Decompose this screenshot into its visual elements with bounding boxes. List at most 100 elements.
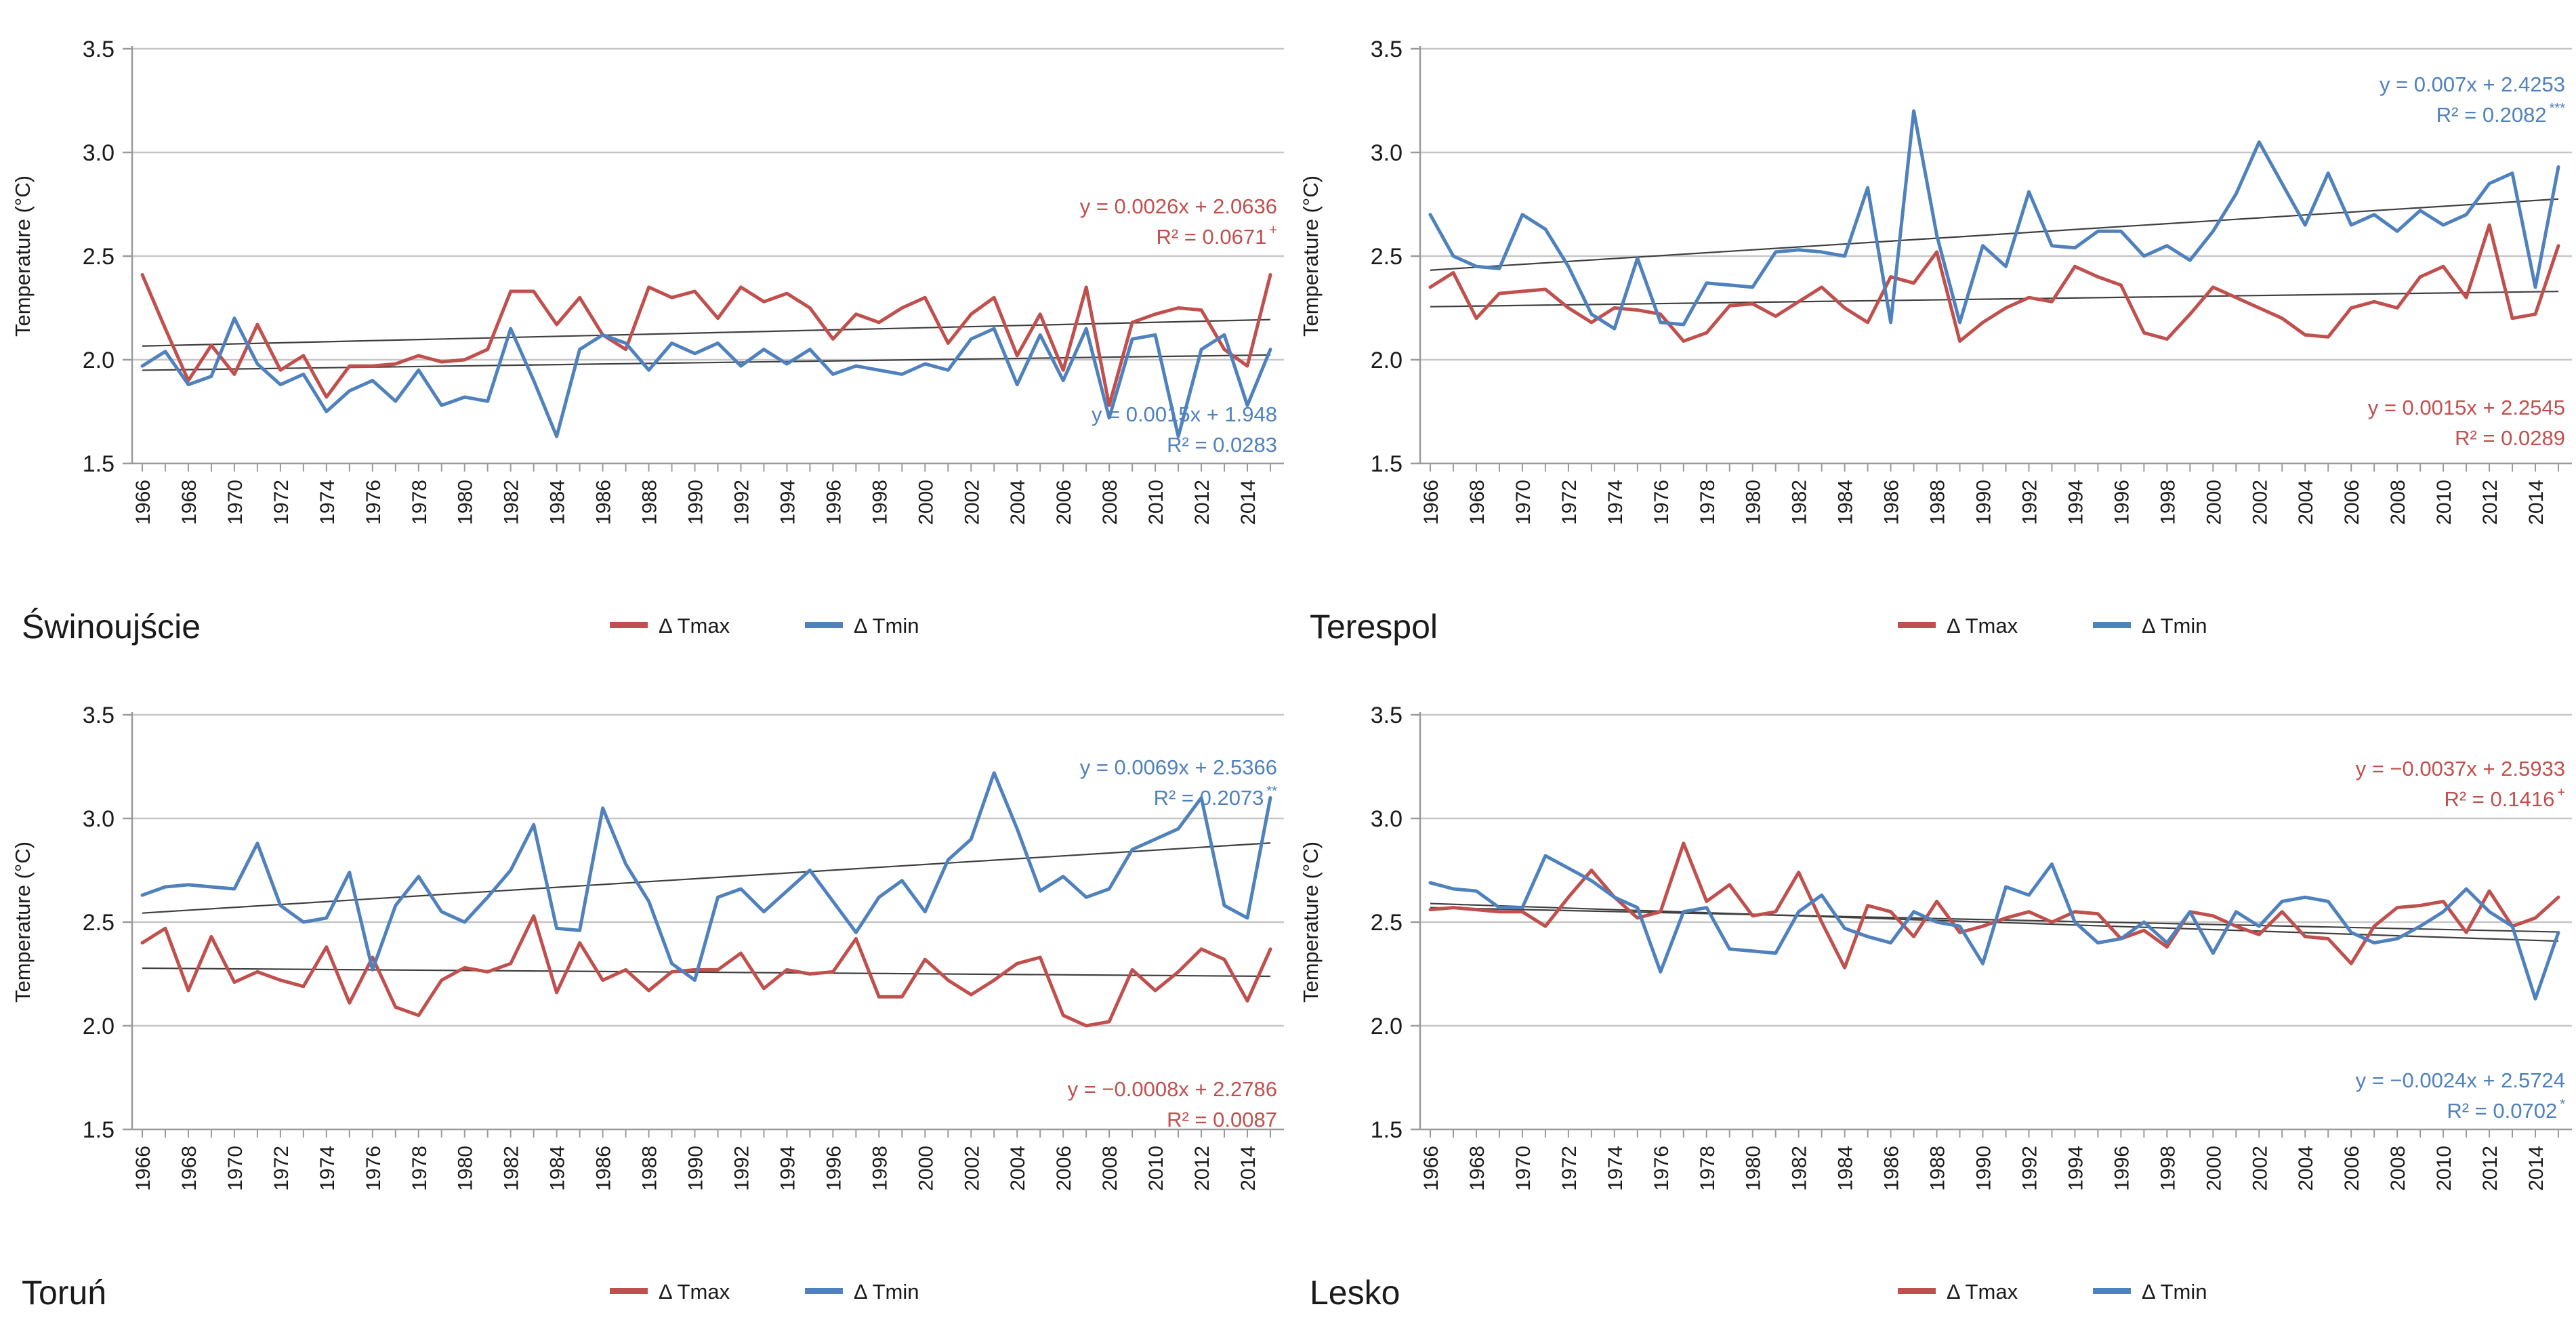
regression-r2: R² = 0.0087	[1167, 1108, 1277, 1131]
regression-equation: y = 0.0069x + 2.5366	[1080, 755, 1277, 779]
x-tick-label: 2012	[1191, 480, 1213, 525]
regression-r2: R² = 0.0671 +	[1156, 223, 1277, 249]
x-tick-label: 1976	[362, 480, 385, 525]
x-tick-label: 1996	[823, 480, 845, 525]
x-tick-label: 1992	[2018, 1146, 2041, 1191]
y-tick-label: 3.0	[1371, 140, 1403, 166]
tmin-series-line	[140, 771, 1272, 982]
x-tick-label: 1998	[2157, 480, 2179, 525]
x-tick-label: 2010	[2433, 1146, 2455, 1191]
regression-equation: y = 0.0015x + 2.2545	[2368, 396, 2565, 419]
tmax-legend-label: Δ Tmax	[1947, 1280, 2018, 1304]
regression-equation: y = −0.0024x + 2.5724	[2356, 1068, 2565, 1092]
tmin-legend-swatch	[805, 622, 843, 628]
legend: Δ Tmax Δ Tmin	[610, 1280, 919, 1304]
chart-svg: 3.5 3.0 2.5 2.0 1.5 1966 1968 1970 1972 1974 1976 1…	[11, 37, 1284, 646]
x-tick-label: 2006	[2341, 1146, 2363, 1191]
x-tick-label: 2004	[2295, 480, 2317, 525]
x-tick-label: 1980	[1743, 480, 1765, 525]
x-tick-label: 1970	[224, 1146, 247, 1191]
tmin-series-line	[140, 316, 1272, 438]
tmin-regression-annotation: y = 0.0069x + 2.5366 R² = 0.2073 **	[1080, 755, 1278, 810]
tmin-legend-label: Δ Tmin	[854, 614, 919, 638]
x-tick-label: 1990	[685, 480, 707, 525]
y-axis-title: Temperature (°C)	[11, 841, 35, 1003]
tmin-trend-line	[142, 842, 1271, 914]
x-tick-label: 1998	[869, 480, 891, 525]
x-tick-label: 1984	[547, 1146, 569, 1191]
x-tick-label: 1988	[639, 480, 661, 525]
x-tick-label: 1972	[270, 1146, 293, 1191]
tmin-legend-label: Δ Tmin	[2142, 614, 2207, 638]
x-tick-label: 2014	[1237, 480, 1260, 525]
tmax-legend-label: Δ Tmax	[659, 1280, 730, 1304]
regression-equation: y = −0.0008x + 2.2786	[1068, 1077, 1277, 1101]
x-tick-label: 2012	[2479, 1146, 2501, 1191]
x-tick-label: 2008	[1099, 480, 1121, 525]
tmax-trend-line	[1430, 291, 2559, 308]
x-tick-label: 2004	[1007, 1146, 1029, 1191]
axes: 3.5 3.0 2.5 2.0 1.5 1966 1968 1970 1972 1974 1976 1…	[83, 37, 1284, 525]
y-tick-label: 3.0	[83, 806, 115, 832]
x-tick-label: 2000	[2203, 480, 2225, 525]
x-tick-label: 2002	[2249, 480, 2271, 525]
x-tick-label: 1972	[270, 480, 293, 525]
x-tick-label: 2010	[1145, 480, 1167, 525]
y-tick-label: 3.0	[83, 140, 115, 166]
x-tick-label: 2008	[2387, 1146, 2409, 1191]
tmax-trend-line	[142, 967, 1271, 978]
x-tick-label: 2006	[2341, 480, 2363, 525]
x-tick-label: 1988	[1927, 1146, 1949, 1191]
gridlines	[132, 47, 1284, 361]
chart-svg: 3.5 3.0 2.5 2.0 1.5 1966 1968 1970 1972 1974 1976 1…	[11, 703, 1284, 1312]
panel-title: Świnoujście	[22, 607, 201, 646]
tmin-legend-swatch	[2093, 1288, 2131, 1294]
x-tick-label: 1998	[869, 1146, 891, 1191]
tmax-regression-annotation: y = 0.0015x + 2.2545 R² = 0.0289	[2368, 396, 2565, 450]
x-tick-label: 1978	[409, 1146, 431, 1191]
x-tick-label: 2002	[961, 1146, 983, 1191]
y-tick-label: 1.5	[83, 1117, 115, 1143]
x-tick-label: 1982	[501, 480, 523, 525]
x-tick-label: 1992	[730, 480, 753, 525]
x-tick-label: 1990	[685, 1146, 707, 1191]
x-tick-label: 1984	[1835, 1146, 1857, 1191]
x-tick-label: 1974	[316, 1146, 339, 1191]
tmax-legend-swatch	[1898, 622, 1936, 628]
y-tick-label: 2.0	[1371, 348, 1403, 373]
x-tick-label: 1994	[776, 1146, 799, 1191]
x-tick-label: 1994	[2064, 1146, 2087, 1191]
tmax-legend-swatch	[610, 622, 648, 628]
x-tick-label: 1968	[1466, 1146, 1489, 1191]
tmax-series-line	[140, 273, 1272, 407]
y-tick-label: 2.5	[1371, 910, 1403, 936]
chart-panel-terespol: 3.5 3.0 2.5 2.0 1.5 1966 1968 1970 1972 1974 1976 1…	[1288, 0, 2576, 666]
regression-r2: R² = 0.2082 ***	[2436, 101, 2565, 127]
legend: Δ Tmax Δ Tmin	[610, 614, 919, 638]
x-tick-label: 1994	[776, 480, 799, 525]
x-tick-label: 2004	[1007, 480, 1029, 525]
y-tick-label: 2.0	[83, 348, 115, 373]
tmax-series-line	[1428, 223, 2560, 343]
y-axis-title: Temperature (°C)	[1299, 841, 1323, 1003]
y-axis-title: Temperature (°C)	[11, 175, 35, 337]
x-tick-label: 1966	[132, 1146, 154, 1191]
x-tick-label: 2000	[915, 1146, 937, 1191]
chart-panel-swinoujscie: 3.5 3.0 2.5 2.0 1.5 1966 1968 1970 1972 1974 1976 1…	[0, 0, 1288, 666]
x-tick-label: 1982	[501, 1146, 523, 1191]
x-tick-label: 1968	[1466, 480, 1489, 525]
chart-panel-torun: 3.5 3.0 2.5 2.0 1.5 1966 1968 1970 1972 1974 1976 1…	[0, 666, 1288, 1332]
panel-title: Terespol	[1310, 608, 1438, 646]
x-tick-label: 1978	[1697, 480, 1719, 525]
x-tick-label: 1974	[1604, 480, 1627, 525]
tmin-series-line	[1428, 854, 2560, 1001]
x-tick-label: 1984	[547, 480, 569, 525]
x-tick-label: 2014	[2525, 480, 2548, 525]
x-tick-label: 1978	[409, 480, 431, 525]
tmax-legend-swatch	[1898, 1288, 1936, 1294]
x-tick-label: 1966	[132, 480, 154, 525]
tmax-series-line	[1428, 841, 2560, 970]
x-tick-label: 1980	[455, 1146, 477, 1191]
y-tick-label: 3.5	[83, 37, 115, 62]
regression-r2: R² = 0.2073 **	[1154, 784, 1278, 810]
